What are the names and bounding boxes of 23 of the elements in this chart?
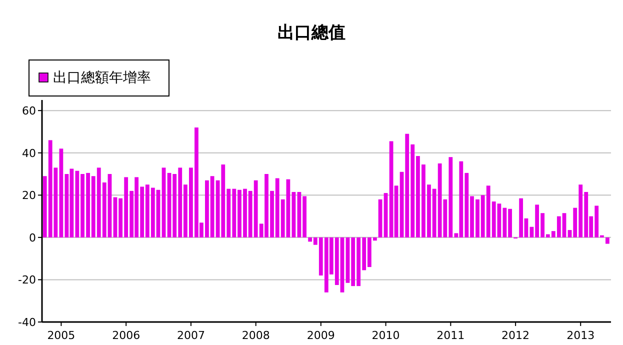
- x-tick-label: 2005: [47, 329, 76, 342]
- legend-label: 出口總額年增率: [53, 70, 151, 86]
- y-tick-label: 20: [22, 189, 36, 202]
- y-tick-label: 0: [29, 231, 36, 244]
- x-tick-label: 2009: [306, 329, 335, 342]
- x-tick-label: 2006: [112, 329, 140, 342]
- x-tick-label: 2013: [566, 329, 595, 342]
- x-tick-label: 2008: [242, 329, 270, 342]
- y-tick-label: -40: [18, 316, 36, 329]
- legend: 出口總額年增率: [28, 60, 170, 96]
- x-tick-label: 2007: [176, 329, 205, 342]
- x-tick-label: 2012: [502, 329, 530, 342]
- y-tick-label: 60: [22, 104, 36, 118]
- bar: [162, 168, 166, 238]
- y-tick-label: 40: [22, 146, 36, 160]
- bar: [378, 199, 382, 238]
- y-tick-label: -20: [18, 274, 36, 287]
- bar: [384, 193, 388, 238]
- chart-title: 出口總值: [278, 23, 346, 43]
- bar: [292, 192, 296, 238]
- x-tick-label: 2011: [436, 329, 465, 342]
- bar: [605, 237, 610, 244]
- x-tick-label: 2010: [372, 329, 400, 342]
